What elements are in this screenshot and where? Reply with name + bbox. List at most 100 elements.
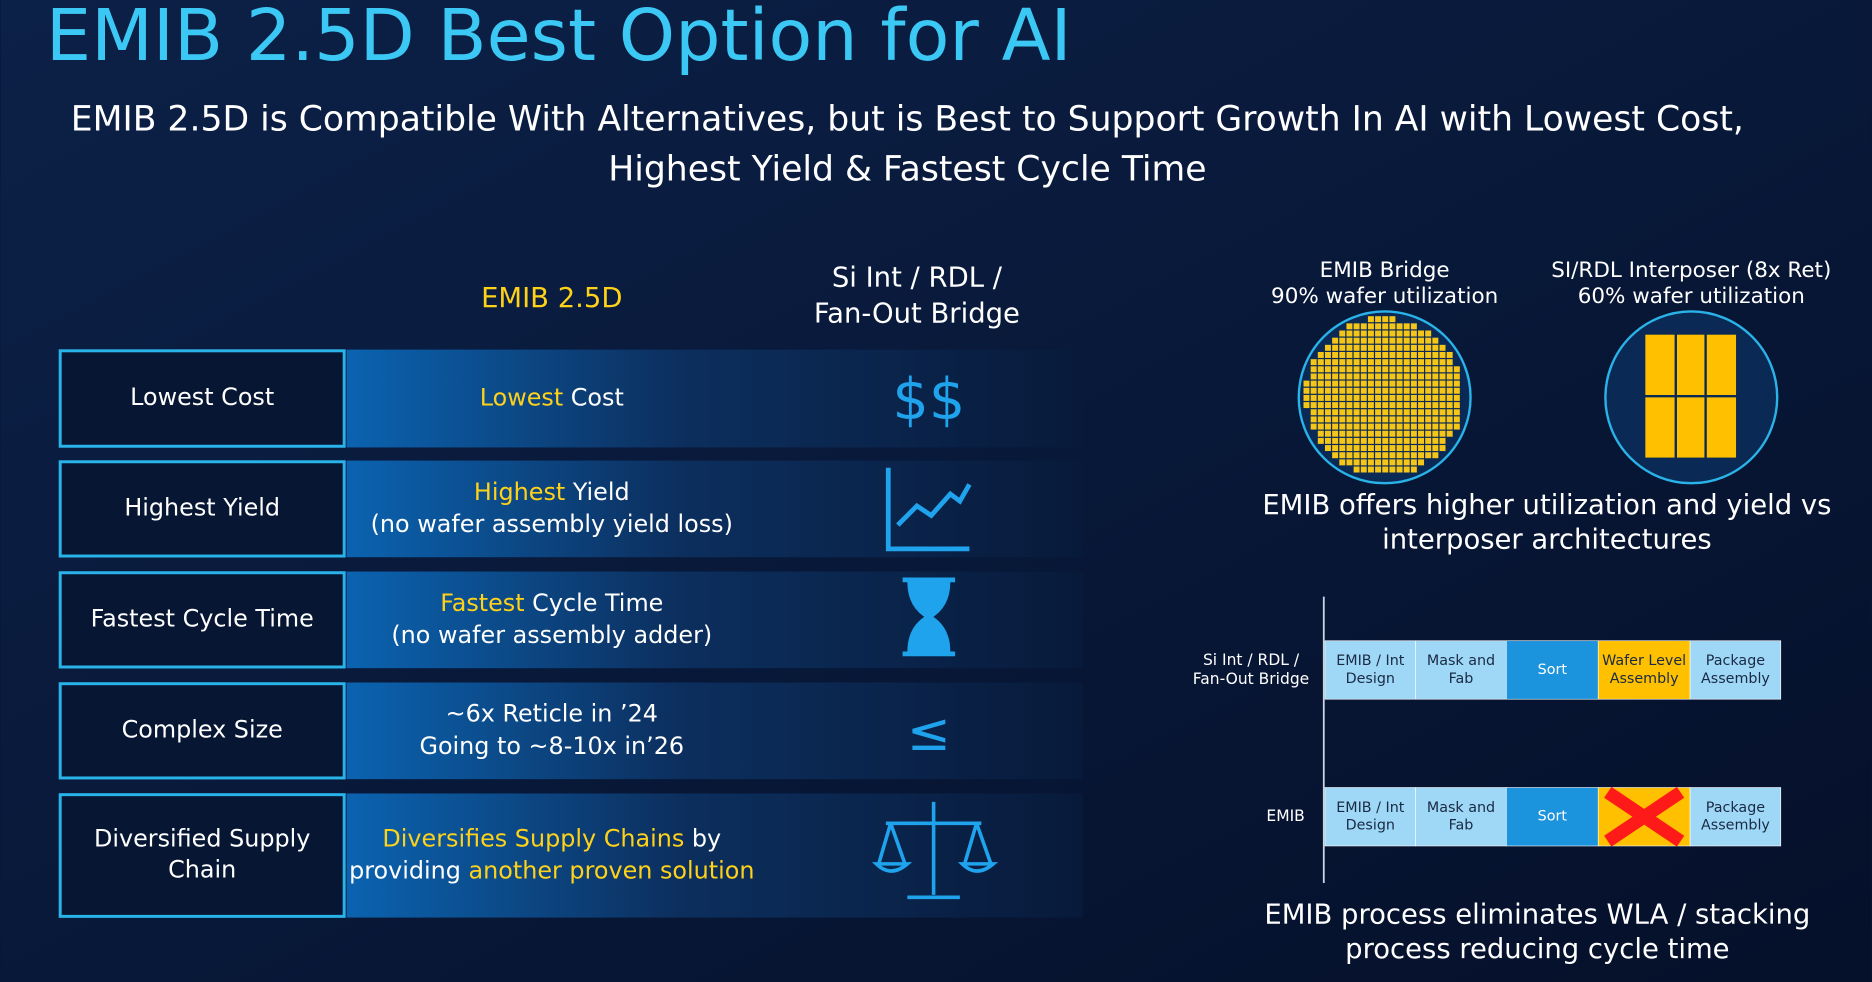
text-segment: Lowest bbox=[480, 383, 563, 411]
die bbox=[1339, 337, 1346, 344]
die bbox=[1418, 330, 1425, 337]
die bbox=[1367, 380, 1374, 387]
die bbox=[1396, 323, 1403, 330]
die bbox=[1446, 387, 1453, 394]
die bbox=[1332, 359, 1339, 366]
die bbox=[1324, 394, 1331, 401]
die bbox=[1446, 359, 1453, 366]
die bbox=[1317, 359, 1324, 366]
die bbox=[1375, 423, 1382, 430]
die bbox=[1360, 330, 1367, 337]
die bbox=[1389, 437, 1396, 444]
die bbox=[1418, 373, 1425, 380]
die bbox=[1396, 402, 1403, 409]
die bbox=[1396, 337, 1403, 344]
die bbox=[1403, 402, 1410, 409]
die bbox=[1410, 452, 1417, 459]
die bbox=[1332, 437, 1339, 444]
die bbox=[1389, 359, 1396, 366]
alt-icon-text: $$ bbox=[892, 366, 965, 433]
die bbox=[1396, 445, 1403, 452]
die bbox=[1360, 430, 1367, 437]
die bbox=[1353, 373, 1360, 380]
die bbox=[1403, 459, 1410, 466]
text-segment: (no wafer assembly adder) bbox=[391, 620, 712, 648]
process-step-label: Assembly bbox=[1701, 818, 1770, 834]
emib-text: Diversifies Supply Chains by bbox=[382, 824, 721, 852]
die bbox=[1332, 380, 1339, 387]
process-row-name: Fan-Out Bridge bbox=[1193, 670, 1309, 688]
die bbox=[1389, 416, 1396, 423]
row-band bbox=[346, 460, 1083, 558]
die bbox=[1418, 416, 1425, 423]
die bbox=[1382, 351, 1389, 358]
die bbox=[1453, 416, 1460, 423]
die bbox=[1446, 416, 1453, 423]
die bbox=[1396, 351, 1403, 358]
die bbox=[1432, 445, 1439, 452]
die bbox=[1432, 394, 1439, 401]
die bbox=[1432, 351, 1439, 358]
die bbox=[1382, 466, 1389, 473]
row-label-box bbox=[58, 793, 346, 918]
die bbox=[1332, 430, 1339, 437]
die bbox=[1360, 416, 1367, 423]
process-step-label: Package bbox=[1706, 800, 1765, 816]
die bbox=[1396, 387, 1403, 394]
chart-icon bbox=[885, 467, 972, 552]
die bbox=[1410, 373, 1417, 380]
die bbox=[1317, 366, 1324, 373]
die bbox=[1346, 344, 1353, 351]
die bbox=[1310, 402, 1317, 409]
die bbox=[1410, 445, 1417, 452]
die bbox=[1446, 423, 1453, 430]
die bbox=[1346, 387, 1353, 394]
die bbox=[1396, 373, 1403, 380]
die bbox=[1360, 402, 1367, 409]
die bbox=[1432, 409, 1439, 416]
die bbox=[1425, 380, 1432, 387]
die bbox=[1410, 409, 1417, 416]
die bbox=[1317, 387, 1324, 394]
die bbox=[1418, 344, 1425, 351]
process-row-name: Si Int / RDL / bbox=[1203, 651, 1300, 669]
die bbox=[1439, 430, 1446, 437]
die bbox=[1396, 430, 1403, 437]
die bbox=[1346, 445, 1353, 452]
die bbox=[1360, 380, 1367, 387]
wafer-caption: EMIB offers higher utilization and yield… bbox=[1262, 490, 1831, 521]
die bbox=[1432, 387, 1439, 394]
die bbox=[1453, 387, 1460, 394]
die bbox=[1403, 445, 1410, 452]
die bbox=[1418, 387, 1425, 394]
die bbox=[1446, 430, 1453, 437]
row-label: Fastest Cycle Time bbox=[91, 604, 314, 632]
die bbox=[1367, 366, 1374, 373]
die bbox=[1367, 402, 1374, 409]
row-label: Diversified Supply bbox=[94, 825, 310, 853]
die bbox=[1453, 402, 1460, 409]
process-step-label: Mask and bbox=[1427, 653, 1495, 669]
die bbox=[1396, 459, 1403, 466]
die bbox=[1310, 366, 1317, 373]
die bbox=[1360, 437, 1367, 444]
die bbox=[1375, 351, 1382, 358]
die bbox=[1439, 380, 1446, 387]
die bbox=[1382, 423, 1389, 430]
die bbox=[1382, 409, 1389, 416]
die bbox=[1403, 359, 1410, 366]
die bbox=[1353, 380, 1360, 387]
die bbox=[1396, 344, 1403, 351]
process-caption: process reducing cycle time bbox=[1345, 934, 1729, 965]
die bbox=[1410, 416, 1417, 423]
die bbox=[1324, 430, 1331, 437]
die bbox=[1367, 466, 1374, 473]
row-label: Complex Size bbox=[122, 715, 283, 743]
process-step bbox=[1324, 640, 1416, 700]
die bbox=[1425, 445, 1432, 452]
text-segment: Fastest bbox=[440, 588, 524, 616]
die bbox=[1332, 344, 1339, 351]
die bbox=[1453, 394, 1460, 401]
